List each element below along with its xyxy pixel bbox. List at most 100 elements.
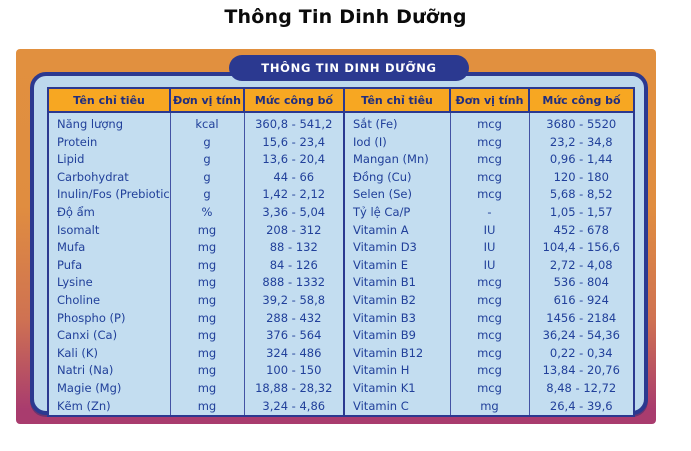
table-cell: 5,68 - 8,52: [528, 186, 635, 204]
table-cell: mg: [169, 239, 245, 257]
table-cell: 616 - 924: [528, 291, 635, 310]
table-cell: mg: [169, 309, 245, 328]
table-cell: 536 - 804: [528, 274, 635, 292]
table-cell: IU: [449, 221, 530, 240]
table-row: Magie (Mg) mg 18,88 - 28,32 Vitamin K1 mcg 8,…: [47, 379, 635, 398]
table-cell: Protein: [47, 133, 171, 152]
table-cell: mg: [169, 379, 245, 398]
table-cell: 100 - 150: [243, 362, 345, 380]
table-row: Choline mg 39,2 - 58,8 Vitamin B2 mcg 616 - 9…: [47, 291, 635, 310]
table-cell: %: [169, 203, 245, 222]
table-cell: 3680 - 5520: [528, 112, 635, 134]
table-cell: Vitamin B9: [343, 327, 451, 345]
table-cell: Mufa: [47, 239, 171, 257]
table-cell: 104,4 - 156,6: [528, 239, 635, 257]
table-cell: 26,4 - 39,6: [528, 397, 635, 417]
table-row: Năng lượng kcal 360,8 - 541,2 Sắt (Fe) mcg 36…: [47, 112, 635, 134]
table-cell: Tỷ lệ Ca/P: [343, 203, 451, 222]
table-cell: Vitamin B1: [343, 274, 451, 292]
table-cell: 2,72 - 4,08: [528, 256, 635, 275]
column-header-criteria-left: Tên chỉ tiêu: [47, 87, 171, 113]
table-cell: Năng lượng: [47, 112, 171, 134]
nutrition-table-wrap: Tên chỉ tiêu Đơn vị tính Mức công bố Tên…: [47, 87, 635, 418]
table-cell: Pufa: [47, 256, 171, 275]
table-cell: mg: [169, 327, 245, 345]
table-cell: Phospho (P): [47, 309, 171, 328]
table-cell: 208 - 312: [243, 221, 345, 240]
table-cell: mcg: [449, 291, 530, 310]
table-cell: Vitamin D3: [343, 239, 451, 257]
table-cell: Mangan (Mn): [343, 151, 451, 169]
table-cell: Natri (Na): [47, 362, 171, 380]
table-row: Carbohydrat g 44 - 66 Đồng (Cu) mcg 120 - 180: [47, 168, 635, 187]
table-row: Kali (K) mg 324 - 486 Vitamin B12 mcg 0,22 - …: [47, 344, 635, 363]
table-cell: mcg: [449, 274, 530, 292]
panel-header-pill: THÔNG TIN DINH DƯỠNG: [229, 55, 469, 81]
table-cell: mcg: [449, 133, 530, 152]
table-cell: mcg: [449, 112, 530, 134]
table-row: Inulin/Fos (Prebiotic) g 1,42 - 2,12 Selen …: [47, 186, 635, 204]
table-cell: g: [169, 133, 245, 152]
table-cell: mcg: [449, 362, 530, 380]
table-cell: 120 - 180: [528, 168, 635, 187]
table-cell: mcg: [449, 168, 530, 187]
table-cell: 23,2 - 34,8: [528, 133, 635, 152]
table-cell: mcg: [449, 344, 530, 363]
table-row: Mufa mg 88 - 132 Vitamin D3 IU 104,4 - 156,6: [47, 239, 635, 257]
table-cell: Vitamin H: [343, 362, 451, 380]
table-cell: mg: [169, 291, 245, 310]
table-cell: Sắt (Fe): [343, 112, 451, 134]
table-cell: Lysine: [47, 274, 171, 292]
table-cell: Magie (Mg): [47, 379, 171, 398]
table-cell: mcg: [449, 309, 530, 328]
table-cell: mg: [169, 344, 245, 363]
column-header-declared-level-left: Mức công bố: [243, 87, 345, 113]
nutrition-table: Tên chỉ tiêu Đơn vị tính Mức công bố Tên…: [47, 87, 635, 418]
table-cell: 1,42 - 2,12: [243, 186, 345, 204]
table-cell: mg: [169, 362, 245, 380]
table-cell: 39,2 - 58,8: [243, 291, 345, 310]
table-cell: Vitamin B2: [343, 291, 451, 310]
column-header-declared-level-right: Mức công bố: [528, 87, 635, 113]
table-cell: 36,24 - 54,36: [528, 327, 635, 345]
table-cell: Kẽm (Zn): [47, 397, 171, 417]
table-cell: g: [169, 186, 245, 204]
table-cell: g: [169, 151, 245, 169]
table-cell: Carbohydrat: [47, 168, 171, 187]
table-cell: mcg: [449, 186, 530, 204]
table-cell: 0,22 - 0,34: [528, 344, 635, 363]
page-title: Thông Tin Dinh Dưỡng: [224, 6, 467, 28]
table-row: Phospho (P) mg 288 - 432 Vitamin B3 mcg 1456 …: [47, 309, 635, 328]
table-cell: 288 - 432: [243, 309, 345, 328]
table-cell: mg: [169, 397, 245, 417]
table-header-row: Tên chỉ tiêu Đơn vị tính Mức công bố Tên…: [47, 87, 635, 113]
table-cell: g: [169, 168, 245, 187]
table-cell: IU: [449, 239, 530, 257]
table-cell: 3,24 - 4,86: [243, 397, 345, 417]
table-cell: Iod (I): [343, 133, 451, 152]
table-cell: Vitamin E: [343, 256, 451, 275]
table-cell: 376 - 564: [243, 327, 345, 345]
table-cell: mcg: [449, 379, 530, 398]
table-cell: Inulin/Fos (Prebiotic): [47, 186, 171, 204]
table-cell: Vitamin A: [343, 221, 451, 240]
table-cell: Canxi (Ca): [47, 327, 171, 345]
column-header-unit-right: Đơn vị tính: [449, 87, 530, 113]
table-cell: Isomalt: [47, 221, 171, 240]
table-row: Lipid g 13,6 - 20,4 Mangan (Mn) mcg 0,96 - 1,…: [47, 151, 635, 169]
table-cell: Vitamin B3: [343, 309, 451, 328]
table-cell: 1456 - 2184: [528, 309, 635, 328]
table-row: Protein g 15,6 - 23,4 Iod (I) mcg 23,2 - 34,8: [47, 133, 635, 152]
table-cell: 13,6 - 20,4: [243, 151, 345, 169]
table-row: Isomalt mg 208 - 312 Vitamin A IU 452 - 678: [47, 221, 635, 240]
table-row: Độ ẩm% 3,36 - 5,04 Tỷ lệ Ca/P -1,05 - 1,57: [47, 203, 635, 222]
table-cell: Lipid: [47, 151, 171, 169]
table-row: Lysine mg 888 - 1332 Vitamin B1 mcg 536 - 804: [47, 274, 635, 292]
table-cell: mg: [169, 274, 245, 292]
table-cell: 84 - 126: [243, 256, 345, 275]
table-cell: 888 - 1332: [243, 274, 345, 292]
table-cell: mcg: [449, 151, 530, 169]
